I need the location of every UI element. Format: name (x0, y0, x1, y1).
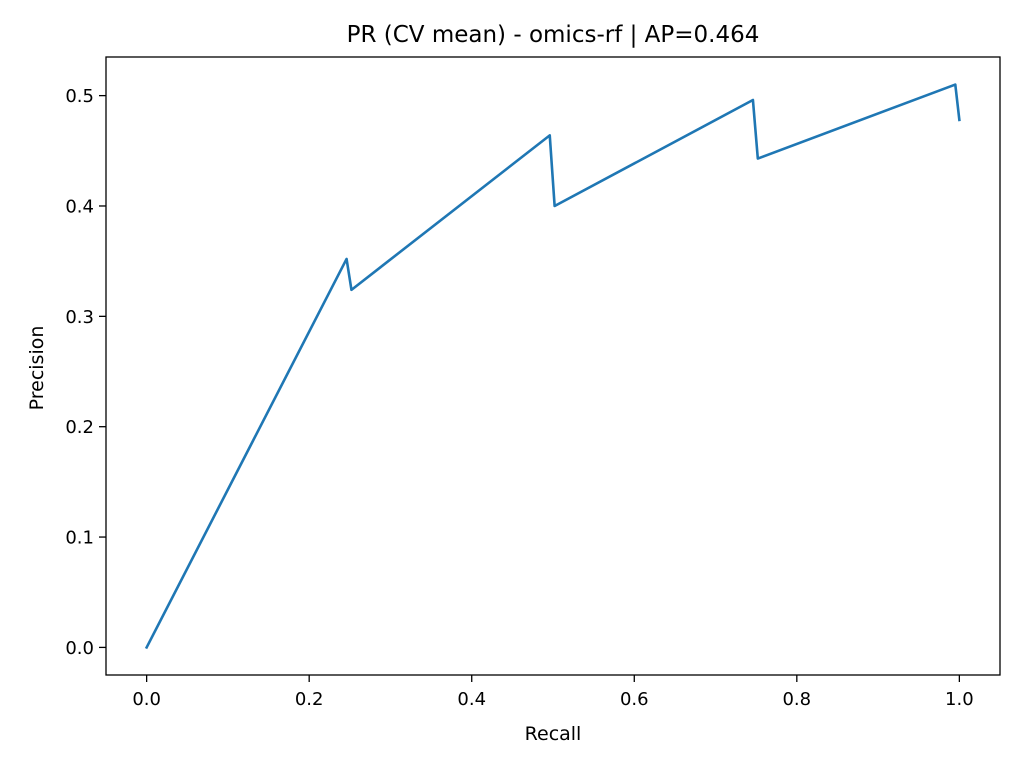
y-tick-label: 0.5 (65, 86, 94, 107)
x-tick-label: 0.0 (132, 689, 161, 710)
y-tick-label: 0.3 (65, 307, 94, 328)
y-tick-label: 0.0 (65, 638, 94, 659)
x-tick-label: 0.4 (457, 689, 486, 710)
series-line-0 (144, 83, 961, 650)
x-axis-label: Recall (525, 723, 582, 745)
x-tick-label: 0.8 (782, 689, 811, 710)
y-tick-label: 0.1 (65, 528, 94, 549)
plot-area: 0.0 0.2 0.4 0.6 0.8 1.0 0.0 0.1 0.2 0.3 0.4 0.5 (65, 56, 1001, 710)
x-tick-label: 0.6 (620, 689, 649, 710)
x-tick-label: 1.0 (945, 689, 974, 710)
chart-title: PR (CV mean) - omics-rf | AP=0.464 (347, 22, 760, 48)
y-axis-label: Precision (26, 326, 48, 411)
x-tick-label: 0.2 (295, 689, 324, 710)
y-tick-label: 0.2 (65, 417, 94, 438)
y-tick-label: 0.4 (65, 196, 94, 217)
axes-frame (105, 56, 1001, 676)
